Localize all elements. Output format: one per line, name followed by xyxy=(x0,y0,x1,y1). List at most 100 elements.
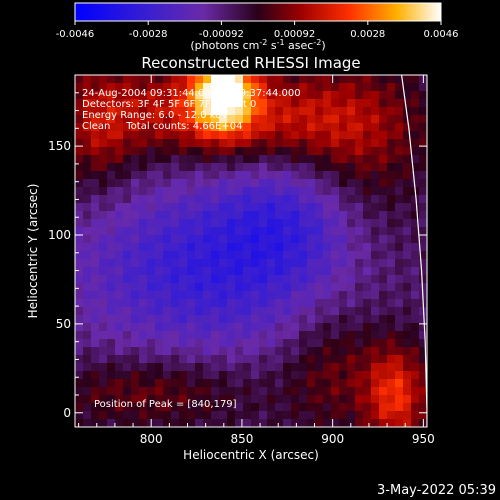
heatmap-cell xyxy=(171,419,180,427)
heatmap-cell xyxy=(107,323,116,332)
heatmap-cell xyxy=(315,419,324,427)
heatmap-cell xyxy=(195,171,204,180)
heatmap-cell xyxy=(211,155,220,164)
heatmap-cell xyxy=(203,139,212,148)
heatmap-cell xyxy=(283,171,292,180)
heatmap-cell xyxy=(187,123,196,132)
heatmap-cell xyxy=(363,363,372,372)
heatmap-cell xyxy=(371,179,380,188)
heatmap-cell xyxy=(203,419,212,427)
heatmap-cell xyxy=(131,323,140,332)
heatmap-cell xyxy=(339,387,348,396)
heatmap-cell xyxy=(387,299,396,308)
heatmap-cell xyxy=(307,347,316,356)
heatmap-cell xyxy=(179,371,188,380)
heatmap-cell xyxy=(91,299,100,308)
heatmap-cell xyxy=(115,323,124,332)
heatmap-cell xyxy=(203,115,212,124)
heatmap-cell xyxy=(131,163,140,172)
heatmap-cell xyxy=(347,275,356,284)
heatmap-cell xyxy=(83,147,92,156)
heatmap-cell xyxy=(75,91,84,100)
heatmap-cell xyxy=(211,219,220,228)
heatmap-cell xyxy=(307,419,316,427)
heatmap-cell xyxy=(363,147,372,156)
heatmap-cell xyxy=(395,299,404,308)
heatmap-cell xyxy=(251,339,260,348)
heatmap-cell xyxy=(275,275,284,284)
heatmap-cell xyxy=(163,395,172,404)
heatmap-cell xyxy=(163,107,172,116)
heatmap-cell xyxy=(315,107,324,116)
heatmap-cell xyxy=(243,179,252,188)
heatmap-cell xyxy=(211,291,220,300)
heatmap-cell xyxy=(187,411,196,420)
heatmap-cell xyxy=(107,75,116,84)
heatmap-cell xyxy=(171,131,180,140)
heatmap-cell xyxy=(107,259,116,268)
heatmap-cell xyxy=(75,291,84,300)
heatmap-cell xyxy=(115,83,124,92)
heatmap-cell xyxy=(203,299,212,308)
heatmap-cell xyxy=(387,355,396,364)
heatmap-cell xyxy=(267,355,276,364)
heatmap-cell xyxy=(291,171,300,180)
heatmap-cell xyxy=(155,211,164,220)
heatmap-cell xyxy=(299,331,308,340)
heatmap-cell xyxy=(395,99,404,108)
heatmap-cell xyxy=(307,171,316,180)
heatmap-cell xyxy=(179,195,188,204)
heatmap-cell xyxy=(147,363,156,372)
heatmap-cell xyxy=(307,331,316,340)
heatmap-cell xyxy=(147,355,156,364)
heatmap-cell xyxy=(227,235,236,244)
heatmap-cell xyxy=(99,123,108,132)
heatmap-cell xyxy=(203,187,212,196)
heatmap-cell xyxy=(291,219,300,228)
heatmap-cell xyxy=(179,243,188,252)
heatmap-cell xyxy=(291,91,300,100)
heatmap-cell xyxy=(411,219,420,228)
heatmap-cell xyxy=(355,107,364,116)
heatmap-cell xyxy=(275,347,284,356)
heatmap-cell xyxy=(179,203,188,212)
heatmap-cell xyxy=(355,339,364,348)
heatmap-cell xyxy=(379,235,388,244)
heatmap-cell xyxy=(315,395,324,404)
heatmap-cell xyxy=(379,331,388,340)
heatmap-cell xyxy=(243,291,252,300)
heatmap-cell xyxy=(283,83,292,92)
heatmap-cell xyxy=(75,235,84,244)
heatmap-cell xyxy=(379,155,388,164)
heatmap-cell xyxy=(123,347,132,356)
heatmap-cell xyxy=(83,83,92,92)
heatmap-cell xyxy=(315,211,324,220)
heatmap-cell xyxy=(235,307,244,316)
heatmap-cell xyxy=(227,83,236,92)
heatmap-cell xyxy=(203,99,212,108)
heatmap-cell xyxy=(227,219,236,228)
heatmap-cell xyxy=(251,275,260,284)
heatmap-cell xyxy=(403,379,412,388)
heatmap-cell xyxy=(395,179,404,188)
heatmap-cell xyxy=(163,419,172,427)
heatmap-cell xyxy=(75,419,84,427)
heatmap-cell xyxy=(155,227,164,236)
heatmap-cell xyxy=(139,91,148,100)
heatmap-cell xyxy=(251,99,260,108)
heatmap-cell xyxy=(275,339,284,348)
heatmap-cell xyxy=(155,187,164,196)
heatmap-cell xyxy=(339,219,348,228)
heatmap-cell xyxy=(203,211,212,220)
heatmap-cell xyxy=(403,411,412,420)
heatmap-cell xyxy=(363,331,372,340)
heatmap-cell xyxy=(203,379,212,388)
heatmap-cell xyxy=(227,291,236,300)
heatmap-cell xyxy=(259,227,268,236)
heatmap-cell xyxy=(155,91,164,100)
heatmap-cell xyxy=(195,299,204,308)
heatmap-cell xyxy=(235,171,244,180)
heatmap-cell xyxy=(371,347,380,356)
heatmap-cell xyxy=(323,371,332,380)
heatmap-cell xyxy=(155,115,164,124)
